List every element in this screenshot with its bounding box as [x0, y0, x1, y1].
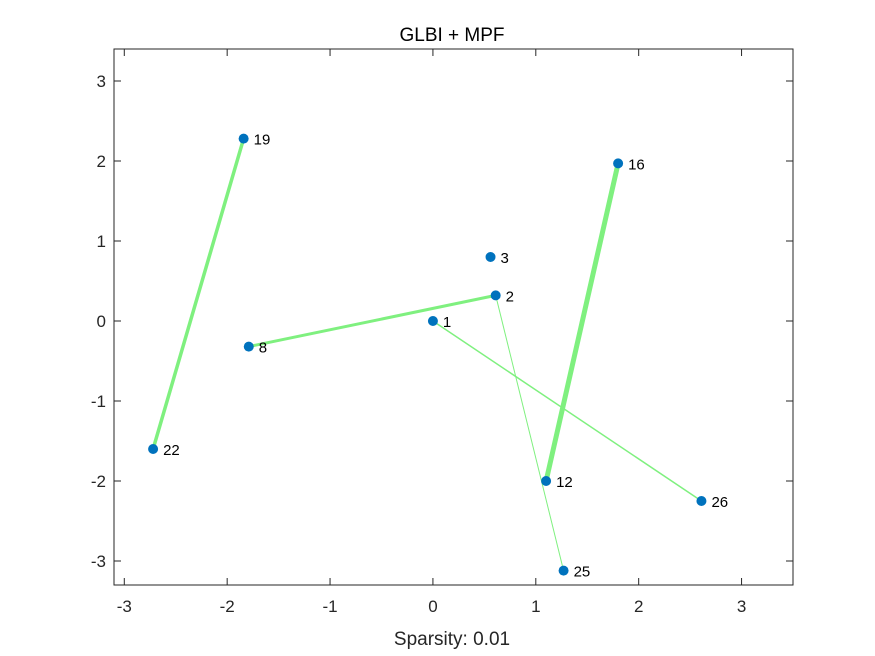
node-label-3: 3	[501, 250, 509, 267]
y-tick-label: -2	[91, 472, 106, 491]
chart-title: GLBI + MPF	[399, 25, 504, 46]
x-tick-label: -3	[117, 597, 132, 616]
y-tick-label: 3	[97, 72, 106, 91]
graph-edges	[151, 136, 703, 572]
node-3	[485, 252, 496, 262]
node-label-12: 12	[556, 474, 573, 491]
node-label-8: 8	[259, 340, 267, 357]
edge-16-12	[543, 160, 621, 484]
node-25	[558, 565, 569, 576]
node-label-19: 19	[254, 132, 271, 149]
node-label-26: 26	[711, 494, 728, 511]
x-axis-label: Sparsity: 0.01	[394, 629, 510, 650]
node-2	[490, 290, 501, 301]
node-12	[541, 476, 552, 486]
x-tick-label: 2	[634, 597, 643, 616]
x-tick-label: -2	[220, 597, 235, 616]
x-tick-label: 1	[531, 597, 540, 616]
y-tick-label: 2	[97, 152, 106, 171]
node-label-25: 25	[574, 564, 591, 581]
y-axis-tick-labels: -3 -2 -1 0 1 2 3	[91, 72, 106, 571]
node-22	[148, 444, 159, 454]
axis-ticks	[114, 49, 793, 585]
node-19	[238, 133, 249, 144]
plot-area	[113, 48, 794, 586]
graph-nodes	[148, 133, 707, 576]
edge-1-26	[432, 320, 703, 502]
x-axis-tick-labels: -3 -2 -1 0 1 2 3	[117, 597, 747, 616]
x-tick-label: -1	[322, 597, 337, 616]
y-tick-label: 1	[97, 232, 106, 251]
y-tick-label: 0	[97, 312, 106, 331]
node-16	[613, 158, 624, 169]
node-26	[696, 496, 707, 506]
edge-19-22	[151, 136, 246, 451]
x-tick-label: 0	[428, 597, 437, 616]
y-tick-label: -3	[91, 552, 106, 571]
node-label-2: 2	[506, 288, 514, 305]
edge-2-25	[495, 294, 565, 572]
edge-8-2	[247, 293, 498, 349]
node-label-16: 16	[628, 156, 645, 173]
node-label-1: 1	[443, 314, 451, 331]
x-tick-label: 3	[737, 597, 746, 616]
y-tick-label: -1	[91, 392, 106, 411]
node-label-22: 22	[163, 442, 180, 459]
node-8	[243, 341, 254, 352]
node-1	[427, 316, 438, 326]
